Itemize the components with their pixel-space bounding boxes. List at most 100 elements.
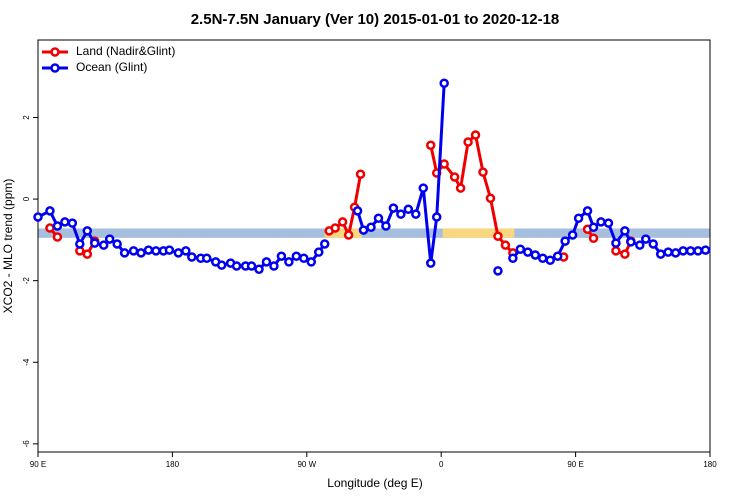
series-point <box>52 221 63 231</box>
series-point <box>231 261 242 271</box>
series-point <box>143 245 154 255</box>
y-tick-label: 2 <box>22 115 31 120</box>
series-point <box>284 257 294 267</box>
series-point <box>411 209 421 219</box>
series-point <box>478 167 488 177</box>
series-point <box>537 253 548 263</box>
x-tick-label: 0 <box>439 460 444 469</box>
series-point <box>523 247 533 257</box>
series-point <box>648 239 659 249</box>
band <box>442 228 515 238</box>
series-point <box>611 238 621 248</box>
series-point <box>75 239 85 249</box>
x-tick-label: 90 W <box>297 460 316 469</box>
series-point <box>620 226 630 236</box>
series-point <box>373 213 384 224</box>
series-point <box>291 251 302 261</box>
series-point <box>620 249 630 259</box>
x-tick-label: 180 <box>703 460 717 469</box>
series-point <box>128 246 139 256</box>
series-point <box>573 213 584 224</box>
series-point <box>67 218 78 228</box>
legend-marker <box>50 63 60 73</box>
series-point <box>470 130 481 140</box>
series-point <box>269 261 279 271</box>
series-point <box>104 234 115 244</box>
series-point <box>626 237 636 247</box>
series-point <box>678 246 688 256</box>
series-point <box>52 232 63 242</box>
series-point <box>403 204 414 215</box>
series-point <box>343 230 354 240</box>
series-point <box>603 218 614 228</box>
y-axis-label: XCO2 - MLO trend (ppm) <box>1 179 15 314</box>
series-point <box>119 248 130 258</box>
series-point <box>439 159 449 169</box>
series-point <box>530 250 541 260</box>
series-point <box>641 234 651 244</box>
series-point <box>112 239 122 249</box>
series-point <box>425 258 436 268</box>
series-point <box>552 251 563 261</box>
band <box>324 228 363 238</box>
y-tick-label: -2 <box>22 277 31 285</box>
band <box>38 228 710 238</box>
series-point <box>98 240 109 250</box>
series-point <box>201 253 212 263</box>
series-point <box>493 266 503 276</box>
series-point <box>82 249 93 259</box>
series-point <box>418 183 429 193</box>
legend-label: Ocean (Glint) <box>76 60 147 74</box>
series-point <box>366 222 376 232</box>
chart-title: 2.5N-7.5N January (Ver 10) 2015-01-01 to… <box>191 11 560 28</box>
series-point <box>187 252 197 262</box>
series-point <box>700 245 711 255</box>
series-point <box>439 78 449 88</box>
series-point <box>181 246 191 256</box>
legend-marker <box>50 47 60 57</box>
x-axis-label: Longitude (deg E) <box>327 476 422 490</box>
series-point <box>560 236 570 246</box>
series-point <box>151 246 161 256</box>
series-point <box>545 255 555 266</box>
plot-frame <box>37 39 711 453</box>
series-point <box>582 206 593 216</box>
series-point <box>358 225 369 235</box>
series-point <box>431 212 442 222</box>
series-point <box>330 223 340 233</box>
series-point <box>670 248 681 258</box>
series-point <box>82 226 93 236</box>
y-tick-label: -6 <box>22 440 31 448</box>
series-point <box>313 247 324 257</box>
series-point <box>319 239 330 249</box>
series-point <box>396 209 406 219</box>
legend-label: Land (Nadir&Glint) <box>76 44 175 58</box>
series-point <box>246 261 257 271</box>
series-point <box>45 223 55 233</box>
series-point <box>463 137 473 147</box>
series-point <box>60 217 70 227</box>
x-tick-label: 90 E <box>30 460 46 469</box>
series-point <box>89 238 100 248</box>
series-point <box>493 231 503 241</box>
series-point <box>164 245 175 255</box>
series-point <box>425 140 436 150</box>
series-point <box>254 264 264 275</box>
series-point <box>306 257 317 267</box>
series-point <box>355 169 366 179</box>
series-point <box>588 222 599 232</box>
series-point <box>588 233 599 243</box>
x-tick-label: 180 <box>166 460 180 469</box>
series-point <box>136 248 146 258</box>
series-point <box>337 217 348 227</box>
x-tick-label: 90 E <box>567 460 583 469</box>
series-point <box>500 240 511 250</box>
series-point <box>663 247 673 257</box>
series-point <box>381 221 391 231</box>
series-point <box>685 246 696 256</box>
series-point <box>173 248 184 258</box>
series-point <box>45 206 55 216</box>
series-point <box>216 260 227 270</box>
series-point <box>276 251 287 261</box>
series-point <box>485 193 496 204</box>
